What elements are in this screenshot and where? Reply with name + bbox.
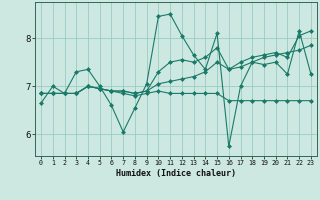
X-axis label: Humidex (Indice chaleur): Humidex (Indice chaleur)	[116, 169, 236, 178]
